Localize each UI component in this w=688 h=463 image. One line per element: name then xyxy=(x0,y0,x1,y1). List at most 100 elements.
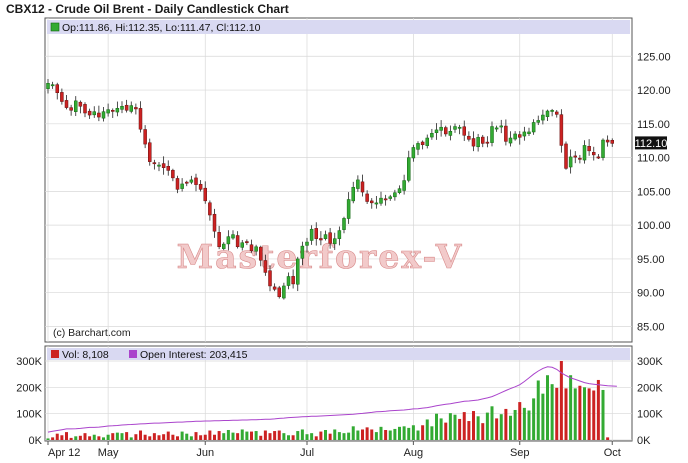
volume-y-tick-right: 0K xyxy=(637,435,651,447)
volume-bar xyxy=(430,426,434,440)
candle xyxy=(129,101,133,114)
candle-body xyxy=(175,178,180,190)
volume-bar xyxy=(337,432,341,440)
volume-bar xyxy=(185,433,189,440)
candle xyxy=(240,239,244,251)
price-plot-frame xyxy=(44,17,633,343)
candle xyxy=(198,180,203,192)
candle-body xyxy=(50,84,55,87)
candle xyxy=(467,131,471,142)
volume-bar xyxy=(180,431,184,440)
volume-bar xyxy=(448,413,452,440)
candle-body xyxy=(157,164,161,167)
candle xyxy=(610,138,614,147)
candle xyxy=(513,131,517,141)
candle xyxy=(601,138,605,161)
candle-body xyxy=(101,111,106,119)
volume-bar xyxy=(282,433,286,440)
price-y-tick: 85.00 xyxy=(637,321,665,333)
candle xyxy=(596,154,601,160)
candle-body xyxy=(559,114,564,146)
last-value-marker: 112.10 xyxy=(635,136,667,150)
candle xyxy=(328,227,332,249)
price-y-tick: 90.00 xyxy=(637,288,665,300)
candle xyxy=(605,135,610,147)
candle-body xyxy=(161,163,166,168)
candle-body xyxy=(504,125,508,142)
candle-body xyxy=(152,162,157,165)
candle xyxy=(393,189,397,201)
candle-body xyxy=(268,270,272,287)
volume-bar xyxy=(462,412,466,440)
candle-body xyxy=(78,101,83,107)
oi-legend-swatch xyxy=(129,350,137,358)
candle xyxy=(397,185,402,195)
volume-bar xyxy=(499,414,503,440)
price-y-tick: 95.00 xyxy=(637,254,665,266)
candle xyxy=(407,150,411,183)
price-y-tick: 110.00 xyxy=(637,153,670,165)
candle xyxy=(268,264,272,292)
volume-bar xyxy=(379,426,383,440)
candle-body xyxy=(513,133,517,140)
price-legend: Op:111.86, Hi:112.35, Lo:111.47, Cl:112.… xyxy=(62,22,261,34)
candle xyxy=(115,101,120,117)
candle xyxy=(189,175,194,185)
candle xyxy=(212,208,217,238)
candle xyxy=(471,131,476,152)
candle xyxy=(508,131,513,147)
volume-bar xyxy=(263,430,267,440)
candle-body xyxy=(388,196,392,199)
candle xyxy=(342,216,346,234)
candle xyxy=(504,119,508,146)
candle xyxy=(564,141,568,170)
candle xyxy=(101,106,106,122)
candle-body xyxy=(610,140,614,144)
volume-bar xyxy=(522,407,526,440)
volume-bar xyxy=(125,432,129,440)
candle-body xyxy=(87,110,92,116)
candle xyxy=(194,173,198,192)
candle xyxy=(550,108,554,117)
candle-body xyxy=(550,110,554,112)
price-legend-bar xyxy=(47,20,630,34)
volume-bar xyxy=(333,429,337,440)
volume-bar xyxy=(365,427,369,440)
candle-body xyxy=(605,139,610,143)
candle-body xyxy=(462,126,466,136)
volume-bar xyxy=(240,429,244,440)
volume-bar xyxy=(139,430,142,440)
candle xyxy=(481,134,485,148)
candle-body xyxy=(235,235,240,248)
volume-legend-bar xyxy=(47,348,630,360)
candle xyxy=(69,104,73,116)
last-value-box xyxy=(635,136,667,150)
candle-body xyxy=(416,143,420,150)
candle-body xyxy=(564,143,568,169)
volume-bar xyxy=(268,433,272,440)
price-panel: Masterforex-V Op:111.86, Hi:112.35, Lo:1… xyxy=(44,17,671,343)
price-y-axis: 125.00 120.00 115.00 110.00 105.00 100.00 95.0… xyxy=(637,51,671,333)
volume-y-axis-left: 300K 200K 100K 0K xyxy=(16,356,42,447)
candle xyxy=(490,121,494,147)
candle-body xyxy=(467,135,471,140)
candle xyxy=(485,136,490,148)
candle-body xyxy=(129,105,133,112)
candle xyxy=(476,133,480,152)
x-tick-label: Apr 12 xyxy=(48,447,80,459)
volume-bar xyxy=(88,436,92,440)
candle-body xyxy=(148,142,152,162)
candle-body xyxy=(143,129,147,145)
candle-body xyxy=(402,180,406,191)
candle xyxy=(74,96,78,117)
candle-body xyxy=(601,139,605,158)
candle-body xyxy=(314,228,318,239)
candle-body xyxy=(309,228,314,241)
candle-body xyxy=(277,287,281,298)
candle-body xyxy=(254,246,258,252)
candle xyxy=(203,181,207,204)
candle-body xyxy=(74,100,78,112)
volume-bar xyxy=(157,435,161,440)
candle-body xyxy=(379,197,383,204)
volume-bar xyxy=(310,433,314,440)
